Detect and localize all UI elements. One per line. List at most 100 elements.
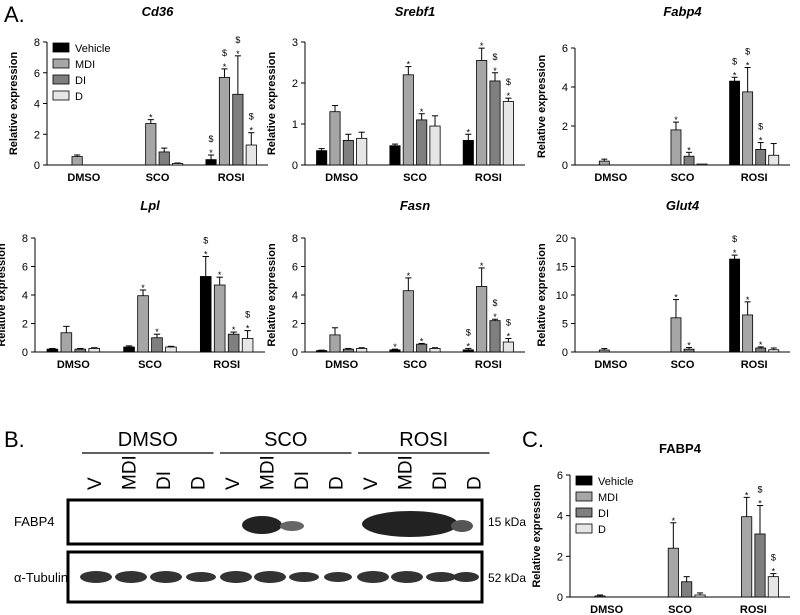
error-bar [478,267,485,287]
panel-label: B. [4,427,25,452]
bar [329,334,341,353]
bar [218,76,231,166]
legend-label: Vehicle [598,476,633,488]
legend-swatch [575,507,593,518]
significance-label: $ [492,298,497,308]
y-tick-label: 0 [292,347,298,359]
band [220,571,252,583]
error-bar [216,276,223,286]
significance-label: * [218,270,222,280]
error-bar [405,277,412,291]
bar [137,295,149,353]
significance-label: * [407,60,411,70]
significance-label: * [733,248,737,258]
bar [232,93,244,166]
legend-swatch [52,90,70,101]
error-bar [672,299,679,318]
size-label: 52 kDa [488,571,526,585]
chart-title: Glut4 [666,198,700,213]
significance-label: * [209,148,213,158]
significance-label: * [758,499,762,509]
error-bar [596,594,604,596]
bar [742,314,754,353]
error-bar [465,347,472,350]
significance-label: * [772,567,776,577]
x-tick-label: ROSI [741,359,768,371]
x-tick-label: SCO [671,172,695,184]
x-tick-label: DMSO [67,172,100,184]
significance-label: * [223,62,227,72]
bar-chart: Fasn Relative expression 0 2 4 6 8 DMSO SCO * * * RO… [266,198,525,371]
significance-label: $ [466,327,471,337]
y-tick-label: 0 [557,592,563,604]
error-bar [431,347,439,349]
error-bar [418,113,425,120]
chart-title: Lpl [140,198,160,213]
error-bar [431,115,439,127]
band [186,572,216,582]
bar [768,154,780,166]
error-bar [49,347,56,350]
significance-label: * [141,283,145,293]
significance-label: $ [732,56,737,66]
significance-label: $ [757,485,762,495]
error-bar [465,133,472,141]
error-bar [731,76,738,82]
error-bar [318,148,325,151]
bar [356,137,368,166]
bar [123,346,135,353]
error-bar [770,573,777,577]
y-tick-label: 8 [34,37,40,49]
significance-label: $ [492,52,497,62]
bar [754,533,766,598]
row-label: α-Tubulin [14,570,68,585]
band [280,521,304,531]
lane-label: D [327,476,348,490]
significance-label: * [407,271,411,281]
significance-label: * [746,295,750,305]
significance-label: $ [506,77,511,87]
bar [768,349,780,353]
bar-chart: FABP4 Relative expression 0 2 4 6 DMSO SCO * ROSI… [531,441,790,615]
x-tick-label: DMSO [325,172,358,184]
bar [145,123,157,166]
error-bar [221,68,228,78]
y-tick-label: 0 [292,160,298,172]
legend-label: D [75,91,83,103]
y-tick-label: 4 [562,82,568,94]
y-tick-label: 4 [34,99,40,111]
error-bar [91,347,98,349]
bar [205,159,217,166]
legend-swatch [575,475,593,486]
bar [696,163,708,166]
error-bar [731,254,738,260]
bar [245,144,257,166]
significance-label: * [467,341,471,351]
y-tick-label: 8 [292,233,298,245]
x-tick-label: ROSI [740,604,767,615]
bar [172,163,184,166]
error-bar [345,133,352,141]
tubulin-bands [80,571,479,583]
legend-swatch [52,58,70,69]
error-bar [757,346,764,349]
significance-label: * [674,293,678,303]
band [324,572,352,582]
lane-label: D [465,476,486,490]
lane-label: MDI [396,455,417,490]
y-tick-label: 5 [562,319,568,331]
bar [316,350,328,353]
bar [670,129,682,166]
bar [476,60,488,166]
significance-label: * [687,145,691,155]
x-tick-label: SCO [668,604,692,615]
error-bar [757,142,764,150]
error-bar [358,131,365,139]
y-tick-label: 0 [562,347,568,359]
bar [598,160,610,166]
error-bar [207,154,215,160]
bar-chart: Glut4 Relative expression 0 5 10 15 20 DMSO SCO *… [536,198,790,371]
error-bar [405,66,412,75]
bar [402,290,414,353]
bar [681,581,693,598]
